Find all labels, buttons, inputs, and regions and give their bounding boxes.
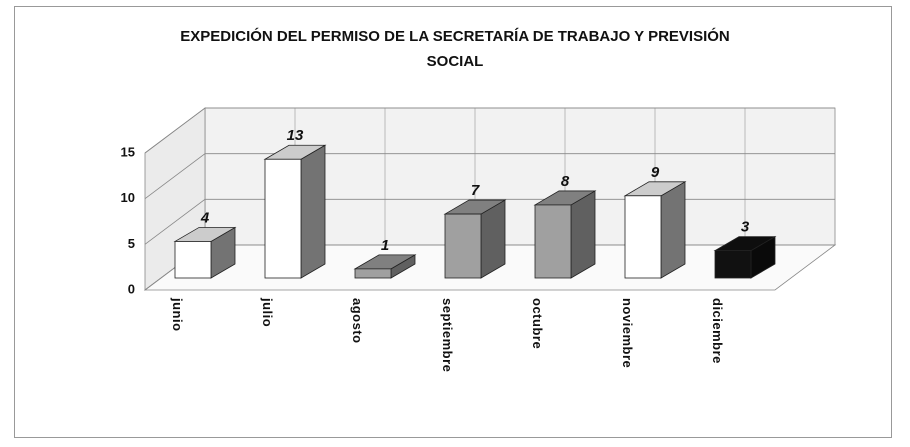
bar — [534, 204, 572, 279]
grid-line — [144, 107, 835, 154]
bar-side — [570, 190, 596, 279]
x-tick-label: agosto — [350, 298, 365, 344]
x-tick-label: septiembre — [440, 298, 455, 372]
value-label: 9 — [651, 164, 660, 181]
value-label: 8 — [561, 173, 570, 190]
value-label: 7 — [471, 182, 480, 199]
bar — [174, 241, 212, 279]
bar-side — [300, 144, 326, 279]
value-label: 1 — [381, 237, 389, 254]
chart-title: EXPEDICIÓN DEL PERMISO DE LA SECRETARÍA … — [180, 28, 730, 70]
x-tick-label: noviembre — [620, 298, 635, 368]
bar — [714, 250, 752, 279]
y-tick-label: 0 — [128, 281, 135, 296]
x-tick-label: diciembre — [710, 298, 725, 364]
value-label: 4 — [200, 209, 210, 226]
bar — [444, 213, 482, 279]
grid-line — [144, 153, 835, 199]
bar-side — [660, 181, 686, 279]
y-tick-label: 15 — [121, 144, 135, 159]
bar — [264, 158, 302, 279]
x-tick-label: junio — [170, 297, 185, 332]
x-tick-label: julio — [260, 297, 275, 327]
bar — [624, 195, 662, 279]
y-tick-label: 5 — [128, 236, 135, 251]
y-tick-label: 10 — [121, 190, 135, 205]
value-label: 3 — [741, 219, 750, 236]
bar — [354, 268, 392, 279]
chart-frame — [14, 6, 892, 438]
x-tick-label: octubre — [530, 298, 545, 349]
value-label: 13 — [287, 127, 304, 144]
